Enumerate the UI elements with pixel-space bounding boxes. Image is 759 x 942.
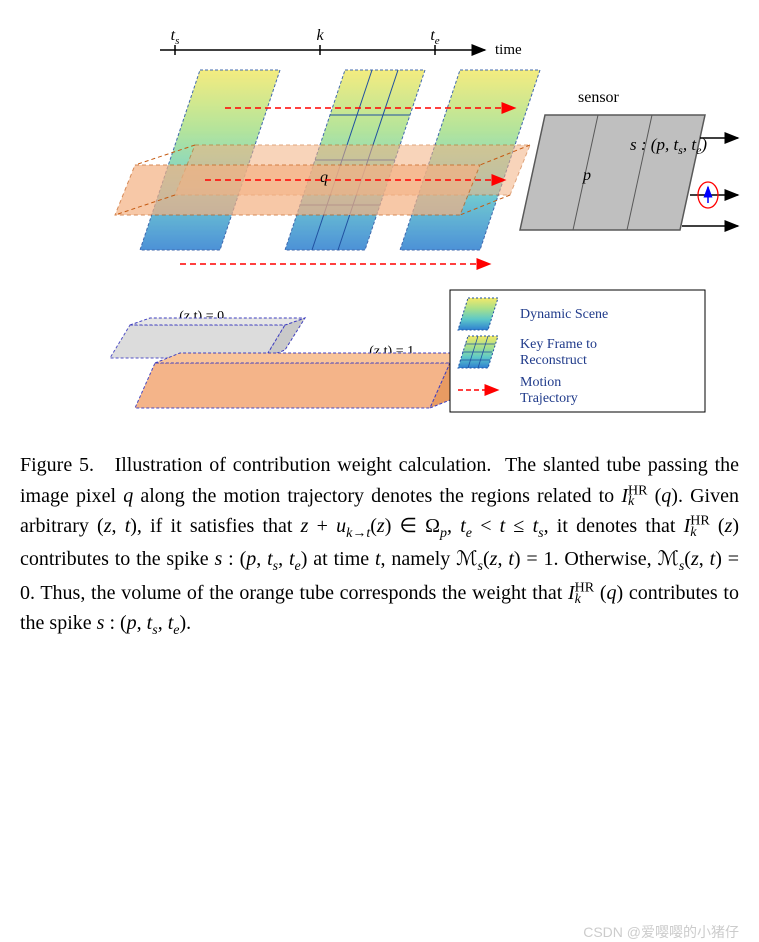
svg-text:k: k <box>316 27 324 44</box>
svg-text:ts: ts <box>171 27 180 47</box>
svg-text:time: time <box>495 42 522 58</box>
svg-text:Key Frame to: Key Frame to <box>520 337 597 352</box>
figure-caption: Figure 5. Illustration of contribution w… <box>20 450 739 641</box>
svg-text:Reconstruct: Reconstruct <box>520 353 587 368</box>
legend: Dynamic Scene Key Frame to Reconstruct M… <box>450 290 705 412</box>
timeline: ts k te time <box>160 27 522 58</box>
svg-text:te: te <box>430 27 439 47</box>
caption-text: Figure 5. Illustration of contribution w… <box>20 454 739 634</box>
svg-text:Dynamic Scene: Dynamic Scene <box>520 307 608 322</box>
gray-tube: s(z,t) = 0 <box>110 309 305 358</box>
q-label: q <box>320 169 328 186</box>
svg-text:Trajectory: Trajectory <box>520 391 578 406</box>
watermark: CSDN @爱嘤嘤的小猪仔 <box>583 922 739 942</box>
svg-text:sensor: sensor <box>578 89 620 106</box>
diagram-svg: ts k te time <box>20 20 740 440</box>
orange-tube-bottom: s(z,t) = 1 <box>135 344 475 408</box>
svg-text:p: p <box>582 167 591 184</box>
figure-container: ts k te time <box>20 20 739 641</box>
diagram: ts k te time <box>20 20 739 440</box>
svg-text:Motion: Motion <box>520 375 561 390</box>
sensor-panel: sensor p <box>520 89 738 230</box>
s-label: s : (p, ts, te) <box>630 135 707 157</box>
